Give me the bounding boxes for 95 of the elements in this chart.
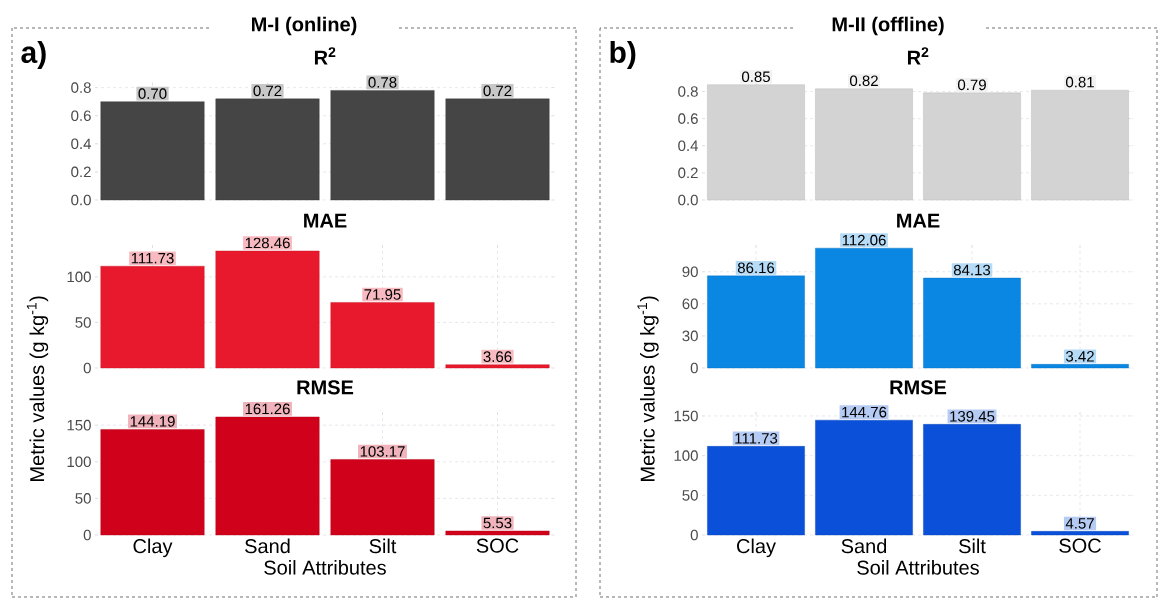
- bar: [445, 98, 550, 201]
- bar: [923, 424, 1021, 536]
- bar: [815, 247, 913, 369]
- x-axis-title: Soil Attributes: [264, 560, 386, 575]
- bar: [1031, 531, 1129, 536]
- bar: [1031, 89, 1129, 201]
- data-label: 144.76: [842, 406, 887, 418]
- x-tick-label: SOC: [476, 538, 519, 553]
- bar: [215, 416, 320, 536]
- chart-title: MAE: [304, 213, 347, 228]
- y-tick-label: 50: [75, 493, 91, 504]
- x-axis-title: Soil Attributes: [857, 560, 979, 575]
- y-tick-label: 150: [674, 410, 698, 422]
- x-tick-label: Silt: [959, 538, 986, 554]
- y-tick-label: 150: [67, 419, 91, 431]
- x-tick-label: Clay: [133, 538, 173, 558]
- data-label: 103.17: [360, 446, 405, 457]
- y-tick-label: 100: [674, 450, 698, 461]
- y-tick-label: 100: [67, 456, 91, 468]
- bar: [215, 250, 320, 369]
- data-label: 161.26: [245, 403, 290, 415]
- data-label: 0.85: [741, 71, 770, 83]
- y-tick-label: 0: [83, 362, 91, 374]
- bar: [707, 446, 805, 536]
- bar: [330, 302, 435, 369]
- y-tick-label: 0: [83, 529, 91, 541]
- y-tick-label: 0.2: [71, 166, 91, 178]
- data-label: 3.42: [1065, 351, 1094, 362]
- y-tick-label: 60: [682, 298, 698, 310]
- data-label: 0.82: [849, 75, 878, 87]
- bar: [707, 84, 805, 201]
- data-label: 111.73: [735, 433, 778, 444]
- y-tick-label: 100: [67, 271, 91, 283]
- y-tick-label: 30: [682, 330, 698, 342]
- y-tick-label: 0: [690, 529, 698, 541]
- bar: [707, 275, 805, 369]
- bar: [100, 429, 205, 536]
- bar: [1031, 364, 1129, 369]
- y-tick-label: 0.4: [71, 138, 92, 150]
- data-label: 0.79: [957, 79, 986, 91]
- chart-title: R$^{2}$: [314, 47, 336, 65]
- y-tick-label: 0.8: [71, 82, 91, 93]
- y-tick-label: 0.6: [71, 110, 91, 122]
- bar: [815, 419, 913, 536]
- data-label: 71.95: [364, 289, 401, 300]
- y-tick-label: 0.6: [678, 113, 698, 124]
- bar: [923, 277, 1021, 369]
- data-label: 111.73: [131, 252, 174, 264]
- text: M-II (offline): [832, 16, 944, 36]
- y-tick-label: 0.4: [678, 140, 699, 152]
- data-label: 4.57: [1065, 518, 1094, 529]
- bar: [445, 364, 550, 369]
- chart-title: RMSE: [297, 380, 354, 395]
- y-tick-label: 0.2: [678, 167, 698, 179]
- data-label: 139.45: [950, 411, 995, 422]
- data-label: 86.16: [737, 262, 775, 274]
- x-tick-label: Silt: [369, 538, 397, 554]
- data-label: 84.13: [953, 264, 991, 276]
- data-label: 112.06: [842, 234, 886, 246]
- data-label: 144.19: [130, 416, 175, 427]
- bar: [100, 266, 205, 369]
- bar: [215, 98, 320, 201]
- y-tick-label: 50: [682, 490, 698, 501]
- chart-title: RMSE: [890, 380, 947, 395]
- bar: [445, 530, 550, 536]
- y-axis-title: Metric values (g kg$^{-1}$): [637, 296, 659, 481]
- y-tick-label: 0.0: [71, 194, 91, 206]
- text: M-I (online): [252, 16, 357, 36]
- y-tick-label: 50: [75, 317, 91, 328]
- data-label: 0.81: [1065, 76, 1094, 88]
- chart-title: R$^{2}$: [907, 47, 929, 65]
- bar: [330, 90, 435, 201]
- data-label: 0.78: [368, 77, 397, 88]
- text: b): [610, 41, 636, 69]
- y-tick-label: 0: [690, 362, 698, 374]
- text: a): [21, 41, 46, 69]
- data-label: 0.70: [138, 88, 167, 99]
- chart-title: MAE: [897, 213, 940, 228]
- data-label: 0.72: [253, 85, 282, 97]
- bar: [923, 92, 1021, 201]
- data-label: 5.53: [483, 517, 512, 529]
- y-tick-label: 0.0: [678, 194, 698, 206]
- x-tick-label: Sand: [841, 538, 887, 554]
- y-tick-label: 0.8: [678, 86, 698, 97]
- bar: [815, 88, 913, 201]
- x-tick-label: Sand: [245, 538, 290, 554]
- data-label: 0.72: [483, 85, 512, 97]
- y-tick-label: 90: [682, 266, 698, 278]
- y-axis-title: Metric values (g kg$^{-1}$): [26, 296, 49, 481]
- bar: [100, 101, 205, 201]
- x-tick-label: SOC: [1059, 538, 1101, 553]
- data-label: 128.46: [245, 237, 290, 249]
- data-label: 3.66: [483, 351, 512, 362]
- bar: [330, 459, 435, 536]
- x-tick-label: Clay: [737, 538, 776, 558]
